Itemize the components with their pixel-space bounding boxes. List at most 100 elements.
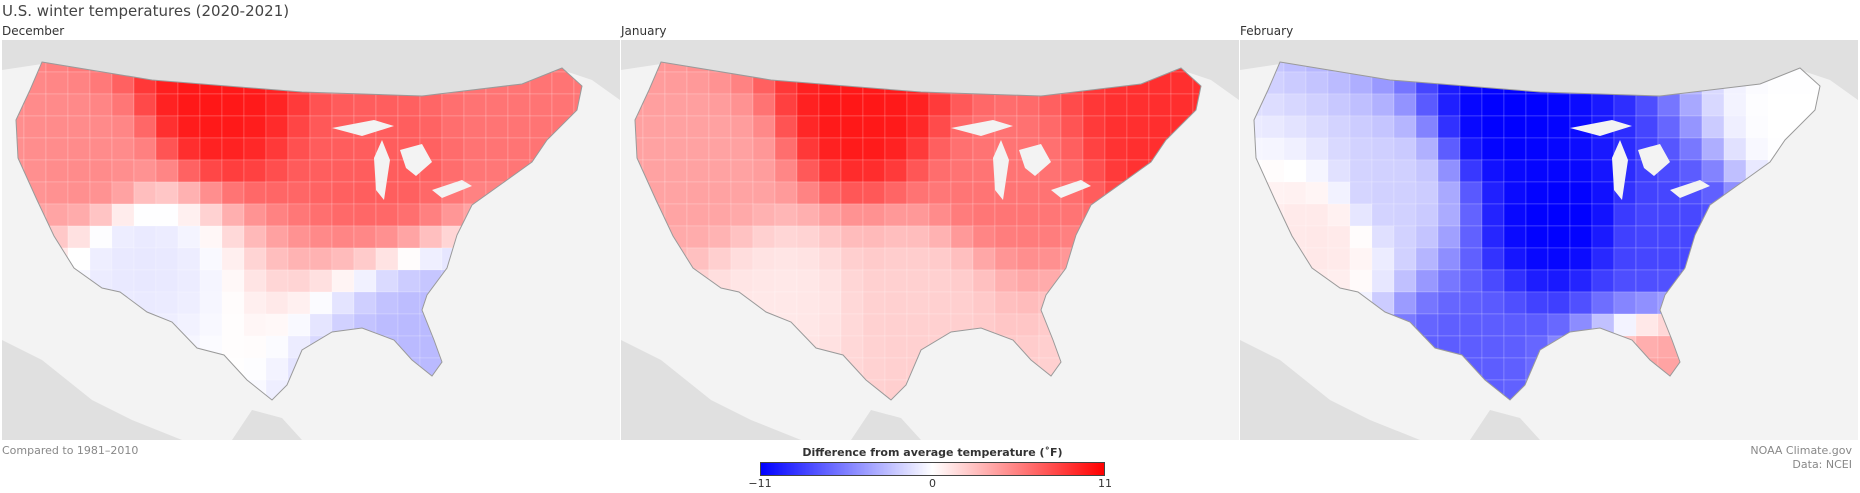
- climate-division-cell: [1811, 357, 1820, 381]
- climate-division-cell: [862, 247, 886, 271]
- climate-division-cell: [1701, 313, 1725, 337]
- climate-division-cell: [1215, 204, 1237, 226]
- climate-division-cell: [1016, 203, 1040, 227]
- climate-division-cell: [1254, 225, 1263, 249]
- climate-division-cell: [309, 137, 333, 161]
- climate-division-cell: [1856, 314, 1858, 336]
- climate-division-cell: [133, 181, 157, 205]
- climate-division-cell: [1459, 357, 1483, 381]
- climate-division-cell: [155, 269, 179, 293]
- climate-division-cell: [67, 115, 91, 139]
- climate-division-cell: [862, 159, 886, 183]
- climate-division-cell: [1082, 247, 1106, 271]
- climate-division-cell: [1591, 159, 1615, 183]
- climate-division-cell: [1657, 335, 1681, 359]
- climate-division-cell: [1060, 313, 1084, 337]
- climate-division-cell: [1148, 93, 1172, 117]
- climate-division-cell: [1525, 115, 1549, 139]
- climate-division-cell: [1679, 291, 1703, 315]
- climate-division-cell: [618, 226, 620, 248]
- climate-division-cell: [1126, 181, 1150, 205]
- climate-division-cell: [265, 203, 289, 227]
- climate-division-cell: [1016, 93, 1040, 117]
- legend-max-label: 11: [1098, 477, 1112, 490]
- climate-division-cell: [1305, 115, 1329, 139]
- climate-division-cell: [353, 335, 377, 359]
- climate-division-cell: [111, 181, 135, 205]
- climate-division-cell: [635, 291, 644, 315]
- climate-division-cell: [309, 115, 333, 139]
- climate-division-cell: [752, 93, 776, 117]
- climate-division-cell: [796, 159, 820, 183]
- climate-division-cell: [67, 71, 91, 95]
- climate-division-cell: [1856, 336, 1858, 358]
- climate-division-cell: [818, 313, 842, 337]
- climate-division-cell: [928, 269, 952, 293]
- climate-division-cell: [1768, 424, 1790, 440]
- climate-division-cell: [596, 138, 618, 160]
- climate-division-cell: [16, 203, 25, 227]
- climate-division-cell: [221, 357, 245, 381]
- climate-division-cell: [1215, 248, 1237, 270]
- climate-division-cell: [1635, 357, 1659, 381]
- climate-division-cell: [1170, 137, 1194, 161]
- climate-division-cell: [642, 313, 666, 337]
- climate-division-cell: [1327, 93, 1351, 117]
- climate-division-cell: [1104, 93, 1128, 117]
- climate-division-cell: [1060, 225, 1084, 249]
- climate-division-cell: [1393, 203, 1417, 227]
- climate-division-cell: [1039, 402, 1061, 424]
- climate-division-cell: [1701, 291, 1725, 315]
- climate-division-cell: [1283, 269, 1307, 293]
- climate-division-cell: [730, 269, 754, 293]
- climate-division-cell: [265, 357, 289, 381]
- climate-division-cell: [1614, 402, 1636, 424]
- climate-division-cell: [574, 402, 596, 424]
- climate-division-cell: [1327, 181, 1351, 205]
- climate-division-cell: [708, 225, 732, 249]
- climate-division-cell: [331, 291, 355, 315]
- climate-division-cell: [664, 181, 688, 205]
- climate-division-cell: [1060, 93, 1084, 117]
- climate-division-cell: [243, 313, 267, 337]
- climate-division-cell: [840, 269, 864, 293]
- climate-division-cell: [45, 269, 69, 293]
- climate-division-cell: [1105, 424, 1127, 440]
- climate-division-cell: [1547, 115, 1571, 139]
- climate-division-cell: [111, 159, 135, 183]
- climate-divisions: [1254, 62, 1858, 440]
- climate-division-cell: [1767, 225, 1791, 249]
- climate-division-cell: [1016, 225, 1040, 249]
- climate-division-cell: [1170, 247, 1194, 271]
- climate-division-cell: [1679, 335, 1703, 359]
- climate-division-cell: [1082, 313, 1106, 337]
- climate-division-cell: [840, 335, 864, 359]
- climate-division-cell: [1437, 93, 1461, 117]
- climate-division-cell: [1104, 357, 1128, 381]
- climate-division-cell: [1657, 225, 1681, 249]
- climate-division-cell: [1126, 225, 1150, 249]
- climate-division-cell: [508, 424, 530, 440]
- climate-division-cell: [1237, 182, 1239, 204]
- legend-color-bar: [760, 462, 1105, 476]
- climate-division-cell: [995, 402, 1017, 424]
- climate-division-cell: [463, 137, 487, 161]
- climate-division-cell: [1148, 203, 1172, 227]
- climate-division-cell: [1856, 204, 1858, 226]
- climate-division-cell: [1016, 115, 1040, 139]
- climate-division-cell: [45, 313, 69, 337]
- climate-division-cell: [972, 93, 996, 117]
- climate-division-cell: [1679, 247, 1703, 271]
- climate-division-cell: [642, 93, 666, 117]
- climate-division-cell: [111, 247, 135, 271]
- climate-division-cell: [1170, 357, 1194, 381]
- climate-division-cell: [133, 357, 157, 381]
- climate-division-cell: [45, 93, 69, 117]
- climate-division-cell: [89, 93, 113, 117]
- climate-division-cell: [463, 115, 487, 139]
- climate-division-cell: [1254, 269, 1263, 293]
- climate-division-cell: [1789, 291, 1813, 315]
- climate-division-cell: [1192, 93, 1201, 117]
- climate-division-cell: [818, 159, 842, 183]
- climate-division-cell: [1349, 93, 1373, 117]
